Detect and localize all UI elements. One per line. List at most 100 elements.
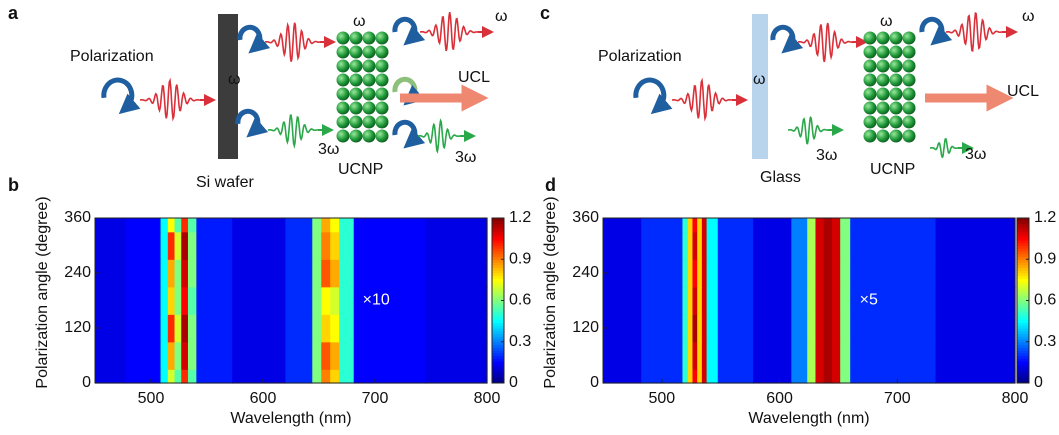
heatmap-cell — [425, 286, 488, 315]
wave-packet — [264, 21, 320, 62]
heatmap-cell — [353, 341, 426, 370]
y-axis-label: Polarization angle (degree) — [34, 196, 51, 388]
heatmap-cell — [717, 341, 754, 370]
heatmap-cell — [850, 286, 937, 315]
nanoparticle — [876, 115, 890, 129]
heatmap-cell — [717, 259, 754, 288]
colorbar-segment — [492, 308, 504, 312]
colorbar-segment — [1017, 377, 1029, 381]
heatmap-cell — [160, 314, 169, 343]
heatmap-cell — [603, 218, 642, 233]
colorbar-segment — [1017, 297, 1029, 301]
colorbar-segment — [1017, 220, 1029, 224]
wave-packet — [945, 12, 1003, 52]
heatmap-cell — [791, 341, 808, 370]
heatmap-cell — [95, 259, 127, 288]
heatmap-cell — [125, 286, 162, 315]
colorbar-tick-label: 0 — [509, 374, 518, 391]
colorbar-segment — [1017, 363, 1029, 367]
heatmap-cell — [840, 218, 851, 233]
nanoparticle — [375, 115, 389, 129]
heatmap-cell — [831, 314, 841, 343]
heatmap-cell — [935, 218, 1016, 233]
heatmap-cell — [682, 259, 689, 288]
colorbar-segment — [492, 325, 504, 329]
heatmap-cell — [181, 341, 189, 370]
heatmap-cell — [807, 314, 817, 343]
nanoparticle — [889, 129, 903, 143]
heatmap-cell — [339, 314, 355, 343]
colorbar-segment — [492, 253, 504, 257]
colorbar-tick-label: 0.3 — [1034, 333, 1056, 350]
heatmap-cell — [312, 286, 322, 315]
heatmap-cell — [717, 231, 754, 260]
panel-label: d — [545, 175, 556, 195]
wave-packet — [797, 22, 852, 63]
plot-frame — [94, 217, 488, 384]
heatmap-cell — [815, 259, 825, 288]
colorbar-segment — [492, 366, 504, 370]
heatmap-cell — [181, 218, 189, 233]
x-tick-label: 500 — [649, 390, 676, 407]
heatmap-cell — [285, 218, 313, 233]
polarization-arrow — [919, 16, 953, 46]
wave-packet — [671, 77, 732, 122]
heatmap-cell — [840, 314, 851, 343]
diagram-label: UCL — [458, 69, 490, 86]
heatmap-cell — [815, 314, 825, 343]
colorbar-segment — [1017, 355, 1029, 359]
nanoparticle — [375, 73, 389, 87]
heatmap-cell — [339, 259, 355, 288]
heatmap-cell — [125, 341, 162, 370]
annotation: ×5 — [860, 292, 878, 309]
heatmap-cell — [181, 231, 189, 260]
heatmap-cell — [353, 369, 426, 384]
heatmap-cell — [425, 341, 488, 370]
colorbar-segment — [1017, 267, 1029, 271]
heatmap-cell — [330, 231, 340, 260]
heatmap-cell — [706, 314, 719, 343]
heatmap-cell — [425, 231, 488, 260]
polarization-arrow — [235, 108, 269, 138]
heatmap-cell — [285, 231, 313, 260]
heatmap-cell — [717, 314, 754, 343]
heatmap-cell — [285, 259, 313, 288]
heatmap-cell — [95, 218, 127, 233]
x-tick-label: 700 — [362, 390, 389, 407]
heatmap-cell — [717, 218, 754, 233]
colorbar-segment — [1017, 253, 1029, 257]
heatmap-cell — [935, 286, 1016, 315]
diagram-label: Polarization — [70, 48, 154, 65]
glass-slide — [752, 14, 768, 159]
heatmap-cell — [321, 286, 331, 315]
heatmap-cell — [692, 218, 698, 233]
heatmap-cell — [174, 369, 182, 384]
colorbar-tick-label: 0.6 — [1034, 292, 1056, 309]
heatmap-cell — [641, 218, 684, 233]
colorbar-segment — [492, 377, 504, 381]
heatmap-cell — [815, 218, 825, 233]
nanoparticle — [375, 59, 389, 73]
colorbar-segment — [492, 297, 504, 301]
heatmap-cell — [339, 231, 355, 260]
colorbar-tick-label: 0.9 — [1034, 250, 1056, 267]
colorbar-segment — [492, 256, 504, 260]
colorbar-segment — [492, 344, 504, 348]
diagram-label: Polarization — [598, 48, 682, 65]
heatmap-cell — [196, 314, 233, 343]
heatmap-cell — [807, 341, 817, 370]
plot-frame — [602, 217, 1016, 384]
heatmap-cell — [697, 341, 703, 370]
diagram-label: UCNP — [870, 161, 915, 178]
heatmap-cell — [753, 259, 792, 288]
colorbar-segment — [492, 363, 504, 367]
heatmap-cell — [285, 369, 313, 384]
heatmap-cell — [823, 286, 833, 315]
heatmap-cell — [753, 341, 792, 370]
diagram-label: ω — [228, 71, 241, 88]
colorbar-segment — [1017, 284, 1029, 288]
heatmap-cell — [717, 369, 754, 384]
nanoparticle — [876, 87, 890, 101]
colorbar-segment — [1017, 242, 1029, 246]
colorbar-tick-label: 0 — [1034, 374, 1043, 391]
